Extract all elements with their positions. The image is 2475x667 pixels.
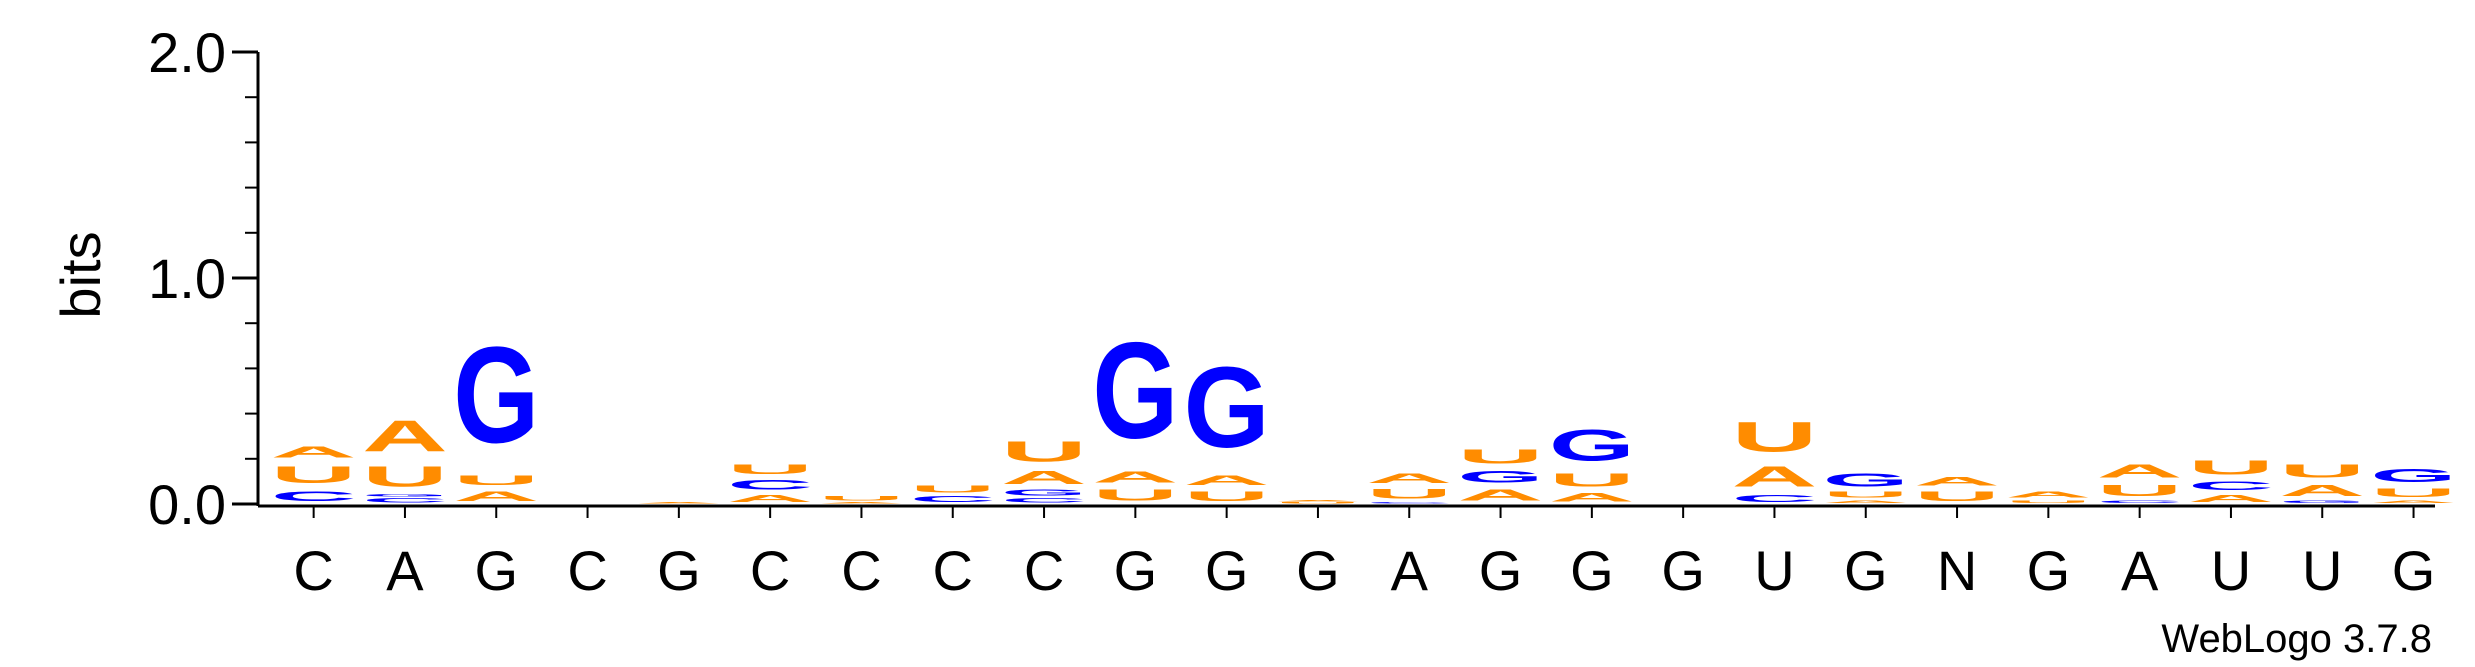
logo-letter-g: G [1549,420,1635,470]
chart-axes [256,52,2435,508]
x-consensus-label: A [2121,539,2159,602]
logo-letter-a: A [2097,461,2183,481]
logo-letter-g: G [1092,314,1178,467]
y-tick-label: 0.0 [148,473,226,536]
logo-letter-a: A [2371,499,2457,504]
logo-letter-a: A [2188,493,2274,504]
logo-letter-u: U [2188,457,2274,479]
logo-letter-a: A [1001,468,1087,488]
logo-letter-u: U [453,472,539,488]
logo-letter-u: U [1001,436,1087,467]
logo-letter-g: G [1823,470,1909,490]
x-consensus-label: U [1754,539,1794,602]
logo-letter-u: U [1092,486,1178,504]
logo-letter-g: G [1458,468,1544,486]
logo-letter-u: U [1731,413,1817,460]
logo-letter-c: C [271,488,357,504]
logo-letter-a: A [453,488,539,504]
logo-letter-a: A [362,412,448,461]
x-consensus-label: G [2027,539,2071,602]
x-consensus-label: C [841,539,881,602]
logo-letter-u: U [1549,470,1635,490]
x-consensus-label: G [1661,539,1705,602]
logo-letter-a: A [1914,475,2000,489]
logo-letter-a: A [1275,499,1361,501]
logo-letter-g: G [2279,499,2365,504]
logo-letter-g: G [362,493,448,498]
x-consensus-label: G [1844,539,1888,602]
logo-letter-a: A [1092,468,1178,486]
logo-letter-u: U [1914,488,2000,504]
x-consensus-label: C [1024,539,1064,602]
x-consensus-label: C [567,539,607,602]
logo-letter-u: U [2279,461,2365,481]
logo-letter-u: U [2005,499,2091,504]
x-consensus-label: G [657,539,701,602]
logo-letter-c: C [362,497,448,504]
x-consensus-label: G [1296,539,1340,602]
x-consensus-label: G [1114,539,1158,602]
weblogo-version-watermark: WebLogo 3.7.8 [2161,617,2432,661]
x-consensus-label: C [293,539,333,602]
logo-letter-c: C [2097,499,2183,504]
logo-letter-u: U [1366,486,1452,502]
logo-letter-a: A [1549,490,1635,504]
logo-letter-a: A [1731,461,1817,492]
y-tick-label: 2.0 [148,21,226,84]
y-axis-ticks: 0.0 1.0 2.0 [148,21,258,536]
logo-letter-g: G [453,319,539,472]
logo-letter-u: U [910,484,996,495]
logo-letter-c: C [1731,493,1817,504]
y-tick-label: 1.0 [148,247,226,310]
x-consensus-label: G [1479,539,1523,602]
logo-letter-a: A [636,502,722,504]
logo-letter-c: C [727,477,813,493]
x-consensus-label: U [2211,539,2251,602]
logo-letter-u: U [1458,445,1544,467]
logo-letter-u: U [727,461,813,477]
x-consensus-label: G [2392,539,2436,602]
logo-letter-a: A [1184,472,1270,488]
logo-letter-a: A [1366,470,1452,486]
x-consensus-label: G [1570,539,1614,602]
logo-letter-u: U [2097,481,2183,499]
logo-letter-u: U [271,461,357,488]
logo-letter-c: C [2188,479,2274,493]
x-consensus-label: A [386,539,424,602]
x-consensus-label: C [750,539,790,602]
x-consensus-label: G [1205,539,1249,602]
logo-letter-a: A [1458,486,1544,504]
x-consensus-label: U [2302,539,2342,602]
logo-letter-g: G [1001,488,1087,497]
logo-letter-a: A [271,443,357,461]
logo-letter-u: U [1275,502,1361,504]
y-axis-label: bits [49,231,112,318]
x-consensus-label: N [1937,539,1977,602]
logo-letter-a: A [1823,499,1909,504]
logo-letter-a: A [2005,490,2091,499]
logo-letter-u: U [818,495,904,502]
x-consensus-label: A [1391,539,1429,602]
logo-letter-g: G [2371,465,2457,485]
logo-letter-a: A [727,493,813,504]
x-consensus-label: G [474,539,518,602]
logo-letter-u: U [1184,488,1270,504]
logo-letter-u: U [1823,490,1909,499]
x-consensus-label: C [933,539,973,602]
logo-letter-c: C [1001,497,1087,504]
logo-letter-u: U [362,461,448,492]
logo-letter-c: C [910,495,996,504]
logo-letter-g: G [1184,343,1270,471]
logo-letter-a: A [818,502,904,504]
logo-letter-c: C [1366,502,1452,504]
logo-letter-a: A [2279,481,2365,499]
logo-letter-u: U [2371,486,2457,500]
